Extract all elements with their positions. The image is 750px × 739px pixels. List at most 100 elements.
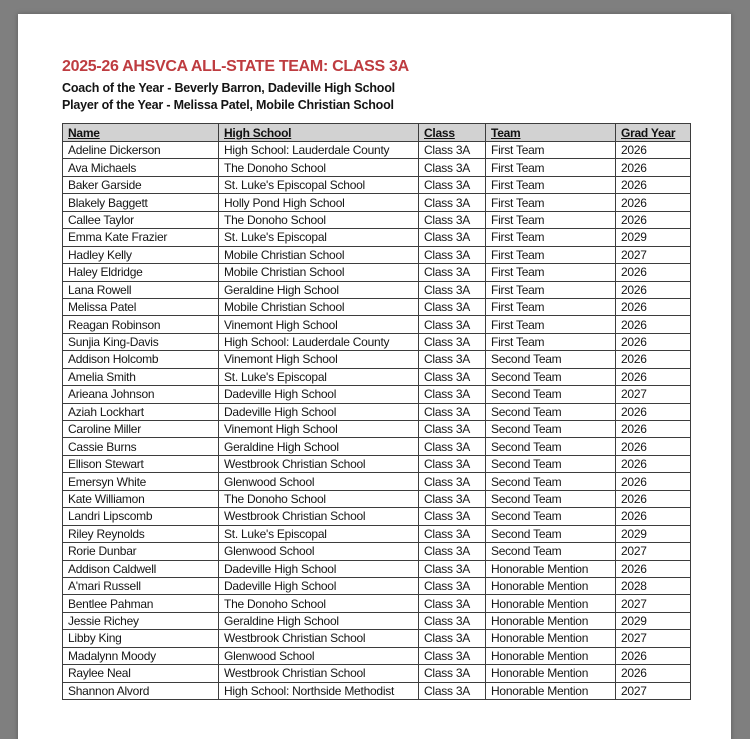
cell-high-school: Holly Pond High School	[218, 193, 419, 212]
table-header: Name High School Class Team Grad Year	[62, 123, 691, 142]
cell-team: Honorable Mention	[485, 594, 616, 613]
cell-team: Honorable Mention	[485, 559, 616, 578]
cell-high-school: Glenwood School	[218, 542, 419, 561]
cell-team: Second Team	[485, 542, 616, 561]
cell-team: Second Team	[485, 402, 616, 422]
cell-class: Class 3A	[418, 542, 486, 561]
cell-class: Class 3A	[418, 175, 486, 195]
cell-team: Second Team	[485, 524, 616, 544]
cell-team: First Team	[485, 280, 616, 299]
cell-grad-year: 2026	[615, 175, 691, 195]
table-row: Sunjia King-Davis High School: Lauderdale…	[62, 332, 691, 352]
cell-grad-year: 2027	[615, 629, 691, 648]
table-row: Raylee Neal Westbrook Christian School Cla…	[62, 664, 691, 683]
cell-class: Class 3A	[418, 315, 486, 334]
cell-grad-year: 2026	[615, 437, 691, 456]
cell-high-school: The Donoho School	[218, 158, 419, 177]
cell-grad-year: 2026	[615, 280, 691, 299]
table-row: Arieana Johnson Dadeville High School Clas…	[62, 385, 691, 404]
cell-class: Class 3A	[418, 576, 486, 596]
table-row: Ava Michaels The Donoho School Class 3A Fir…	[62, 158, 691, 177]
cell-team: First Team	[485, 332, 616, 352]
cell-high-school: Vinemont High School	[218, 419, 419, 439]
cell-class: Class 3A	[418, 245, 486, 265]
cell-grad-year: 2026	[615, 158, 691, 177]
cell-high-school: Geraldine High School	[218, 280, 419, 299]
cell-name: Melissa Patel	[62, 297, 219, 317]
cell-grad-year: 2027	[615, 245, 691, 265]
cell-name: Sunjia King-Davis	[62, 332, 219, 352]
cell-grad-year: 2029	[615, 611, 691, 631]
cell-high-school: Glenwood School	[218, 472, 419, 491]
header-cell-high-school: High School	[218, 123, 419, 142]
table-body: Adeline Dickerson High School: Lauderdale…	[62, 140, 691, 701]
table-row: Blakely Baggett Holly Pond High School Cla…	[62, 193, 691, 212]
table-row: Riley Reynolds St. Luke's Episcopal Class …	[62, 524, 691, 544]
cell-class: Class 3A	[418, 611, 486, 631]
table-row: Caroline Miller Vinemont High School Class…	[62, 419, 691, 439]
cell-class: Class 3A	[418, 507, 486, 526]
cell-high-school: High School: Lauderdale County	[218, 140, 419, 160]
cell-name: Raylee Neal	[62, 664, 219, 683]
table-row: A'mari Russell Dadeville High School Class…	[62, 576, 691, 596]
cell-high-school: St. Luke's Episcopal	[218, 367, 419, 387]
cell-team: Honorable Mention	[485, 629, 616, 648]
cell-name: Kate Williamon	[62, 489, 219, 509]
cell-high-school: Geraldine High School	[218, 611, 419, 631]
table-row: Adeline Dickerson High School: Lauderdale…	[62, 140, 691, 160]
cell-high-school: Glenwood School	[218, 646, 419, 666]
cell-grad-year: 2027	[615, 542, 691, 561]
cell-name: Addison Caldwell	[62, 559, 219, 578]
cell-grad-year: 2027	[615, 385, 691, 404]
cell-team: Second Team	[485, 385, 616, 404]
cell-grad-year: 2026	[615, 664, 691, 683]
cell-class: Class 3A	[418, 263, 486, 282]
cell-class: Class 3A	[418, 437, 486, 456]
cell-high-school: Vinemont High School	[218, 350, 419, 369]
cell-high-school: The Donoho School	[218, 594, 419, 613]
cell-grad-year: 2026	[615, 297, 691, 317]
cell-team: Honorable Mention	[485, 664, 616, 683]
cell-name: Emma Kate Frazier	[62, 228, 219, 247]
cell-class: Class 3A	[418, 419, 486, 439]
cell-high-school: Westbrook Christian School	[218, 664, 419, 683]
cell-class: Class 3A	[418, 402, 486, 422]
cell-high-school: The Donoho School	[218, 489, 419, 509]
cell-grad-year: 2026	[615, 489, 691, 509]
cell-name: Aziah Lockhart	[62, 402, 219, 422]
table-row: Emma Kate Frazier St. Luke's Episcopal Cla…	[62, 228, 691, 247]
coach-of-the-year-line: Coach of the Year - Beverly Barron, Dade…	[62, 81, 395, 95]
cell-grad-year: 2026	[615, 263, 691, 282]
table-row: Haley Eldridge Mobile Christian School Cla…	[62, 263, 691, 282]
cell-high-school: Geraldine High School	[218, 437, 419, 456]
cell-name: Ellison Stewart	[62, 454, 219, 474]
cell-team: First Team	[485, 158, 616, 177]
table-row: Cassie Burns Geraldine High School Class 3…	[62, 437, 691, 456]
cell-grad-year: 2026	[615, 472, 691, 491]
cell-name: Addison Holcomb	[62, 350, 219, 369]
cell-team: First Team	[485, 315, 616, 334]
cell-high-school: Dadeville High School	[218, 576, 419, 596]
table-row: Hadley Kelly Mobile Christian School Class…	[62, 245, 691, 265]
cell-name: Hadley Kelly	[62, 245, 219, 265]
cell-class: Class 3A	[418, 559, 486, 578]
table-row: Madalynn Moody Glenwood School Class 3A Hon…	[62, 646, 691, 666]
cell-grad-year: 2026	[615, 367, 691, 387]
table-row: Addison Holcomb Vinemont High School Class…	[62, 350, 691, 369]
cell-high-school: High School: Northside Methodist	[218, 681, 419, 701]
cell-grad-year: 2026	[615, 402, 691, 422]
header-cell-team: Team	[485, 123, 616, 142]
cell-class: Class 3A	[418, 594, 486, 613]
cell-name: Caroline Miller	[62, 419, 219, 439]
cell-team: Second Team	[485, 507, 616, 526]
cell-grad-year: 2029	[615, 228, 691, 247]
cell-team: Honorable Mention	[485, 576, 616, 596]
cell-high-school: The Donoho School	[218, 210, 419, 230]
cell-name: Ava Michaels	[62, 158, 219, 177]
cell-name: Amelia Smith	[62, 367, 219, 387]
table-row: Melissa Patel Mobile Christian School Clas…	[62, 297, 691, 317]
cell-name: Rorie Dunbar	[62, 542, 219, 561]
table-row: Shannon Alvord High School: Northside Met…	[62, 681, 691, 701]
cell-class: Class 3A	[418, 228, 486, 247]
cell-team: First Team	[485, 175, 616, 195]
